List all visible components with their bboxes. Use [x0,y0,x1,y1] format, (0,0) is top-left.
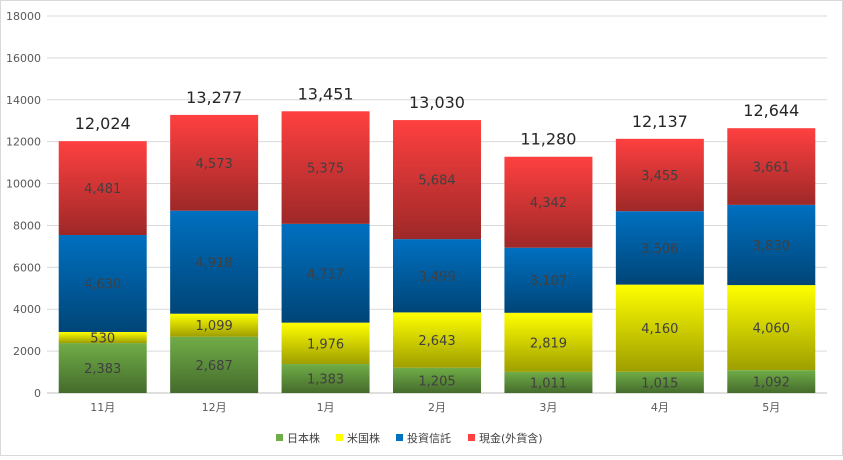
total-data-label: 12,137 [632,112,688,131]
bar-segment [727,285,816,371]
segment-data-label: 1,976 [307,337,344,352]
y-tick-label: 4000 [13,303,41,316]
bar-segment [393,239,481,313]
segment-data-label: 4,717 [307,267,344,282]
y-tick-label: 2000 [13,345,41,358]
bars [58,111,816,393]
bar-segment [393,367,481,393]
segment-data-label: 1,099 [196,319,233,334]
segment-data-label: 1,092 [753,376,790,391]
total-data-label: 12,024 [75,114,131,133]
total-data-label: 13,277 [186,88,242,107]
bar-segment [615,371,704,393]
total-data-label: 13,451 [298,84,354,103]
segment-data-label: 2,383 [84,362,121,377]
y-tick-label: 8000 [13,219,41,232]
segment-data-label: 4,160 [641,322,678,337]
x-tick-label: 11月 [90,401,115,414]
legend-entry-label: 現金(外貨含) [479,431,543,445]
y-tick-label: 12000 [6,136,41,149]
x-tick-label: 3月 [539,401,557,414]
segment-data-label: 3,107 [530,274,567,289]
x-axis-ticks: 11月 12月 1月 2月 3月 4月 5月 [90,401,780,414]
legend-entry-label: 米国株 [347,431,380,445]
bar-segment [615,138,704,212]
total-data-label: 13,030 [409,93,465,112]
y-tick-label: 6000 [13,261,41,274]
bar-segment [58,331,147,344]
bar-segment [170,336,259,393]
segment-data-label: 2,819 [530,336,567,351]
x-tick-label: 4月 [651,401,669,414]
bar-segment [170,114,259,211]
bar-segment [504,312,593,372]
segment-data-label: 4,060 [753,322,790,337]
data-labels: 2,383 530 4,630 4,481 12,024 2,687 1,099 4,918 4… [75,84,800,391]
legend-entry-label: 投資信託 [407,431,451,445]
y-tick-label: 0 [34,387,41,400]
bar-segment [58,141,147,236]
bar-segment [727,128,816,205]
segment-data-label: 1,015 [641,376,678,391]
bar-segment [727,204,816,286]
y-axis-ticks: 0 2000 4000 6000 8000 10000 12000 14000 16000 180… [6,10,41,400]
segment-data-label: 3,506 [641,242,678,257]
segment-data-label: 1,383 [307,373,344,388]
bar-segment [504,156,593,248]
bar-segment [615,284,704,372]
segment-data-label: 3,499 [418,270,455,285]
legend-entry-label: 日本株 [287,431,320,445]
legend-swatch [468,434,475,441]
legend-swatch [276,434,283,441]
bar-segment [281,223,370,323]
segment-data-label: 2,643 [418,334,455,349]
bar-segment [504,247,593,313]
segment-data-label: 3,455 [641,169,678,184]
bar-segment [281,364,370,393]
total-data-label: 12,644 [743,101,799,120]
x-tick-label: 1月 [317,401,335,414]
segment-data-label: 3,830 [753,239,790,254]
segment-data-label: 1,011 [530,376,567,391]
bar-segment [170,210,259,314]
legend-swatch [336,434,343,441]
bar-segment [58,343,147,393]
bar-segment [393,312,481,368]
total-data-label: 11,280 [520,130,576,149]
x-tick-label: 2月 [428,401,446,414]
segment-data-label: 3,661 [753,161,790,176]
segment-data-label: 5,684 [418,174,455,189]
y-tick-label: 10000 [6,178,41,191]
legend: 日本株 米国株 投資信託 現金(外貨含) [276,431,543,445]
x-tick-label: 12月 [202,401,227,414]
bar-segment [58,235,147,332]
y-tick-label: 14000 [6,94,41,107]
segment-data-label: 2,687 [196,359,233,374]
bar-segment [393,120,481,240]
segment-data-label: 1,205 [418,374,455,389]
x-tick-label: 5月 [762,401,780,414]
legend-swatch [396,434,403,441]
y-tick-label: 18000 [6,10,41,23]
segment-data-label: 4,918 [196,256,233,271]
bar-segment [281,111,370,224]
bar-segment [504,371,593,393]
segment-data-label: 5,375 [307,162,344,177]
bar-segment [170,313,259,337]
segment-data-label: 4,630 [84,278,121,293]
segment-data-label: 4,573 [196,157,233,172]
y-tick-label: 16000 [6,52,41,65]
bar-segment [615,211,704,285]
segment-data-label: 4,342 [530,196,567,211]
bar-segment [727,370,816,393]
bar-segment [281,322,370,365]
segment-data-label: 530 [90,332,115,347]
segment-data-label: 4,481 [84,182,121,197]
